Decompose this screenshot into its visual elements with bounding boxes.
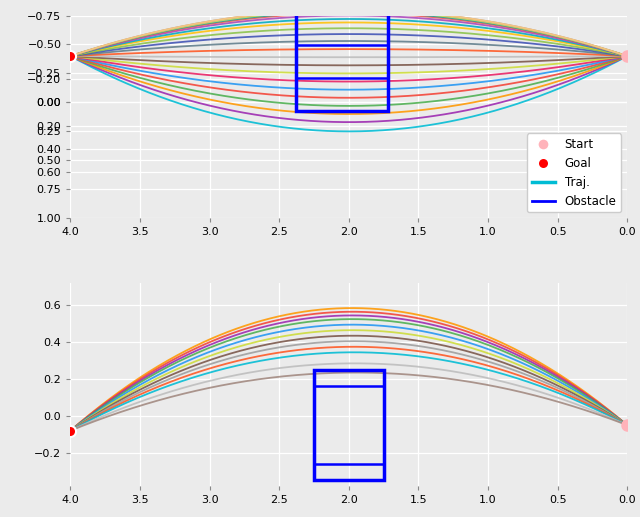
Bar: [296, 12, 388, 111]
Legend: Start, Goal, Traj., Obstacle: Start, Goal, Traj., Obstacle: [527, 133, 621, 212]
Bar: [314, 370, 383, 480]
